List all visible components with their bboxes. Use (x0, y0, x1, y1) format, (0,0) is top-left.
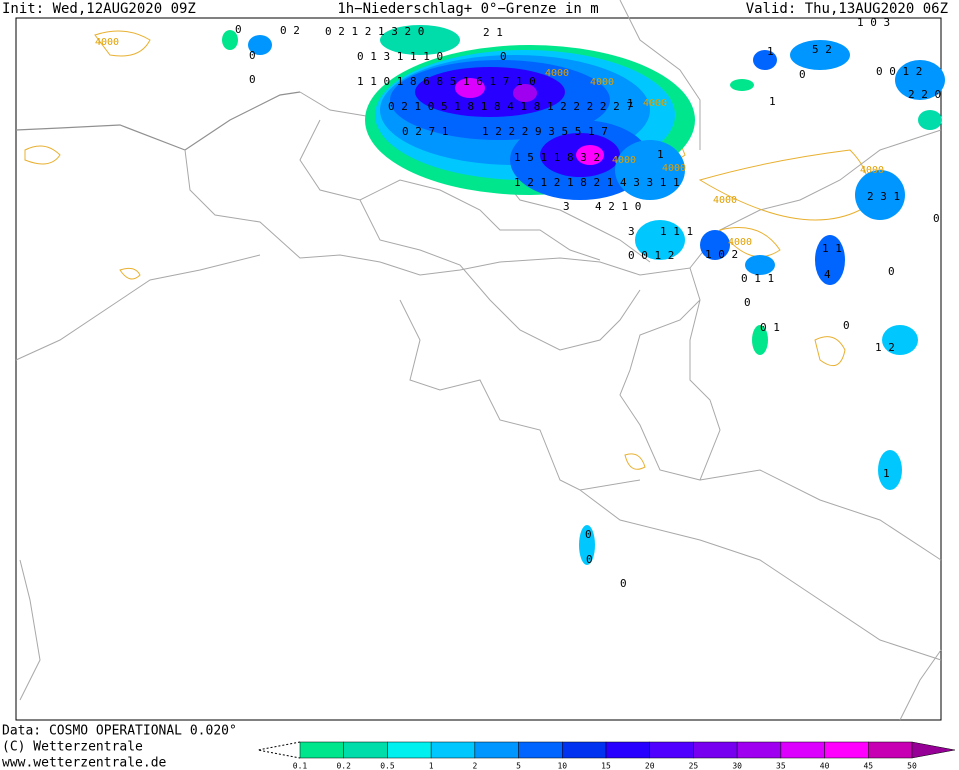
precip-label: 0 (500, 50, 507, 63)
colorbar-label: 45 (863, 762, 873, 770)
init-time: Init: Wed,12AUG2020 09Z (2, 1, 196, 17)
colorbar-label: 30 (732, 762, 742, 770)
isoline-label: 4000 (643, 98, 667, 109)
colorbar-label: 40 (820, 762, 830, 770)
precip-label: 1 2 (875, 341, 895, 354)
precip-label: 3 (563, 200, 570, 213)
colorbar-swatch (343, 741, 388, 759)
isoline-label: 4000 (545, 68, 569, 79)
precip-label: 0 (843, 319, 850, 332)
precip-label: 0 (585, 528, 592, 541)
colorbar-label: 15 (601, 762, 611, 770)
precip-label: 0 2 1 0 5 1 8 1 8 4 1 8 1 2 2 2 2 2 7 (388, 100, 633, 113)
valid-time: Valid: Thu,13AUG2020 06Z (746, 1, 948, 17)
colorbar-label: 20 (645, 762, 655, 770)
colorbar-label: 0.2 (336, 762, 351, 770)
precip-label: 0 (249, 49, 256, 62)
colorbar-label: 1 (429, 762, 434, 770)
isoline-label: 4000 (662, 163, 686, 174)
precip-label: 0 (933, 212, 940, 225)
colorbar-swatch (868, 741, 913, 759)
precip-label: 1 2 2 2 9 3 5 5 1 7 (482, 125, 608, 138)
precip-label: 1 1 (822, 242, 842, 255)
precip-label: 2 2 0 (908, 88, 941, 101)
precip-label: 0 (799, 68, 806, 81)
isoline-label: 4000 (713, 195, 737, 206)
isoline-label: 4000 (95, 37, 119, 48)
colorbar-swatch (649, 741, 694, 759)
precip-label: 4 (824, 268, 831, 281)
precip-label: 3 (628, 225, 635, 238)
copyright: (C) Wetterzentrale (2, 740, 143, 755)
precip-label: 0 (744, 296, 751, 309)
colorbar-label: 0.1 (293, 762, 308, 770)
precip-label: 1 (657, 148, 664, 161)
precip-label: 1 5 1 1 8 3 2 (514, 151, 600, 164)
data-source: Data: COSMO OPERATIONAL 0.020° (2, 724, 237, 739)
precip-label: 0 2 7 1 (402, 125, 448, 138)
precip-label: 0 0 1 2 (628, 249, 674, 262)
colorbar-swatch (562, 741, 607, 759)
precip-label: 0 (249, 73, 256, 86)
precip-label: 1 0 2 (705, 248, 738, 261)
precip-label: 1 (767, 45, 774, 58)
colorbar-swatch (430, 741, 476, 759)
precip-label: 1 (769, 95, 776, 108)
colorbar-label: 5 (516, 762, 521, 770)
isoline-label: 4000 (860, 165, 884, 176)
precip-label: 0 (586, 553, 593, 566)
colorbar-swatch (474, 741, 519, 759)
precip-label: 0 (620, 577, 627, 590)
precip-label: 0 2 (280, 24, 300, 37)
map-title: 1h−Niederschlag+ 0°−Grenze in m (337, 1, 598, 17)
colorbar-label: 10 (557, 762, 567, 770)
colorbar-arrow (911, 741, 956, 759)
precip-label: 0 1 3 1 1 1 0 (357, 50, 443, 63)
precip-label: 1 (883, 467, 890, 480)
precipitation (222, 25, 945, 565)
isoline-label: 4000 (590, 77, 614, 88)
precip-label: 1 1 1 (660, 225, 693, 238)
colorbar-swatch (736, 741, 782, 759)
colorbar-label: 0.5 (380, 762, 395, 770)
colorbar-label: 50 (907, 762, 917, 770)
precip-label: 0 1 (760, 321, 780, 334)
isoline-label: 4000 (728, 237, 752, 248)
precip-label: 5 2 (812, 43, 832, 56)
precip-label: 0 1 1 (741, 272, 774, 285)
precip-label: 0 2 1 2 1 3 2 0 (325, 25, 424, 38)
precip-label: 2 3 1 (867, 190, 900, 203)
colorbar-swatch (693, 741, 738, 759)
website: www.wetterzentrale.de (2, 756, 167, 770)
colorbar-swatch (824, 741, 869, 759)
precip-label: 1 2 1 2 1 8 2 1 4 3 3 1 1 (514, 176, 680, 189)
precip-label: 0 (888, 265, 895, 278)
colorbar: 0.1 0.2 0.5 1 2 5 10 15 20 25 30 35 40 45 50 (257, 741, 956, 770)
colorbar-swatch (387, 741, 432, 759)
colorbar-swatch (518, 741, 563, 759)
precip-label: 0 0 1 2 (876, 65, 922, 78)
precip-label: 0 (235, 23, 242, 36)
precip-label: 4 2 1 0 (595, 200, 641, 213)
precip-label: 2 1 (483, 26, 503, 39)
colorbar-label: 35 (776, 762, 786, 770)
colorbar-swatch (605, 741, 650, 759)
colorbar-swatch (780, 741, 825, 759)
colorbar-label: 25 (689, 762, 699, 770)
precip-label: 1 1 0 1 8 6 8 5 1 6 1 7 1 0 (357, 75, 536, 88)
colorbar-swatch (299, 741, 344, 759)
colorbar-label: 2 (472, 762, 477, 770)
precip-label: 1 (627, 97, 634, 110)
isoline-label: 4000 (612, 155, 636, 166)
precip-label: 1 0 3 (857, 16, 890, 29)
